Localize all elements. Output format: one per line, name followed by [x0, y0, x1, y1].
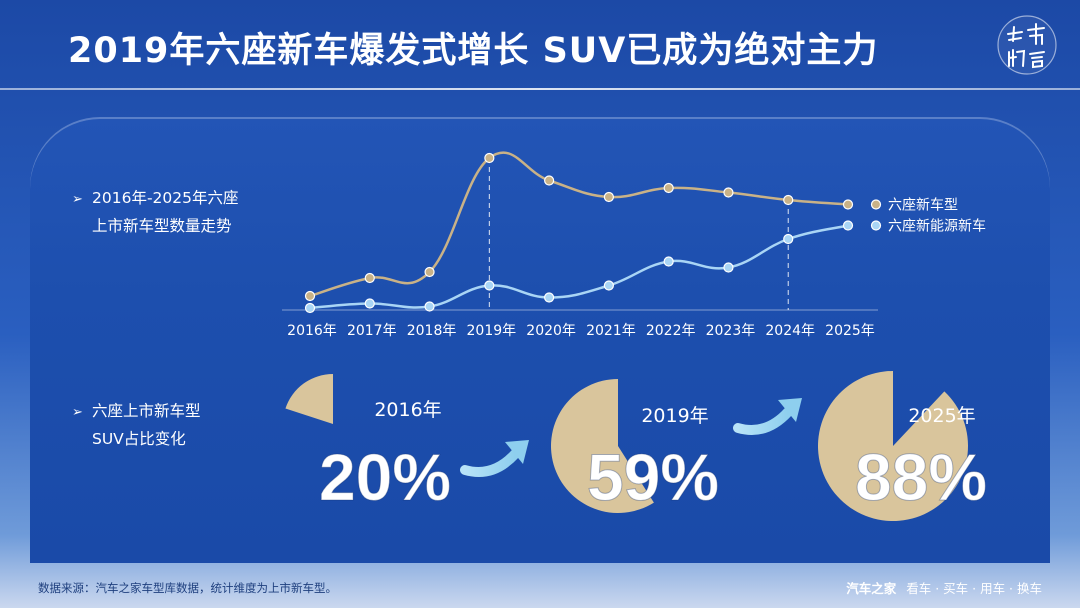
x-tick-label: 2025年 [825, 323, 875, 339]
pie-slice [551, 379, 654, 513]
data-point [424, 266, 435, 278]
data-point [603, 191, 614, 203]
brand-name: 汽车之家 [846, 581, 897, 596]
pie-year-label: 2025年 [908, 405, 975, 427]
data-point [663, 182, 674, 194]
legend-marker [870, 220, 882, 231]
data-source-note: 数据来源：汽车之家车型库数据，统计维度为上市新车型。 [38, 581, 337, 595]
data-point [783, 194, 794, 206]
data-point [484, 280, 495, 291]
x-tick-label: 2020年 [526, 323, 576, 339]
pie-percent-label: 59% [587, 440, 719, 514]
data-point [723, 187, 734, 198]
data-point [364, 272, 375, 284]
legend-marker [870, 199, 882, 210]
x-tick-label: 2017年 [347, 323, 397, 339]
pie-percent-label: 88% [855, 440, 987, 514]
trend-arrow-head-icon [505, 440, 529, 464]
data-point [304, 290, 316, 302]
x-tick-label: 2023年 [706, 323, 756, 339]
x-tick-label: 2018年 [407, 323, 457, 339]
logo [996, 14, 1058, 76]
title-divider [0, 88, 1080, 90]
page-title: 2019年六座新车爆发式增长 SUV已成为绝对主力 [68, 31, 879, 71]
pie-year-label: 2016年 [374, 399, 441, 421]
bullet-arrow-icon: ➢ [72, 192, 83, 207]
data-point [783, 233, 794, 245]
pie-percent-label: 20% [319, 440, 451, 514]
x-tick-label: 2019年 [467, 323, 517, 339]
data-point [544, 292, 555, 303]
brand-footer: 汽车之家 看车 · 买车 · 用车 · 换车 [846, 578, 1042, 597]
suv-section-label: ➢ 六座上市新车型 SUV占比变化 [72, 398, 201, 453]
x-tick-label: 2022年 [646, 323, 696, 339]
data-point [544, 175, 555, 186]
legend-label: 六座新能源新车 [888, 218, 986, 235]
bullet-arrow-icon: ➢ [72, 405, 83, 420]
data-point [723, 262, 734, 273]
trend-arrow-icon [733, 407, 793, 435]
pie-slice [818, 371, 968, 522]
legend-label: 六座新车型 [888, 197, 958, 214]
trend-section-label: ➢ 2016年-2025年六座 上市新车型数量走势 [72, 185, 239, 240]
data-point [484, 152, 495, 164]
x-tick-label: 2024年 [765, 323, 815, 339]
data-point [304, 302, 316, 314]
data-point [424, 301, 435, 312]
x-tick-label: 2016年 [287, 323, 337, 339]
data-point [842, 199, 854, 210]
pie-slice [285, 374, 333, 424]
trend-arrow-icon [460, 449, 520, 477]
trend-arrow-head-icon [778, 398, 802, 422]
series-line-1 [309, 151, 849, 298]
pie-year-label: 2019年 [641, 405, 708, 427]
x-tick-label: 2021年 [586, 323, 636, 339]
data-point [603, 280, 614, 291]
data-point [364, 298, 375, 309]
series-line-2 [309, 224, 849, 310]
data-point [842, 220, 854, 231]
data-point [663, 256, 674, 267]
logo-seal-icon [997, 15, 1057, 75]
brand-slogan: 看车 · 买车 · 用车 · 换车 [906, 581, 1042, 596]
